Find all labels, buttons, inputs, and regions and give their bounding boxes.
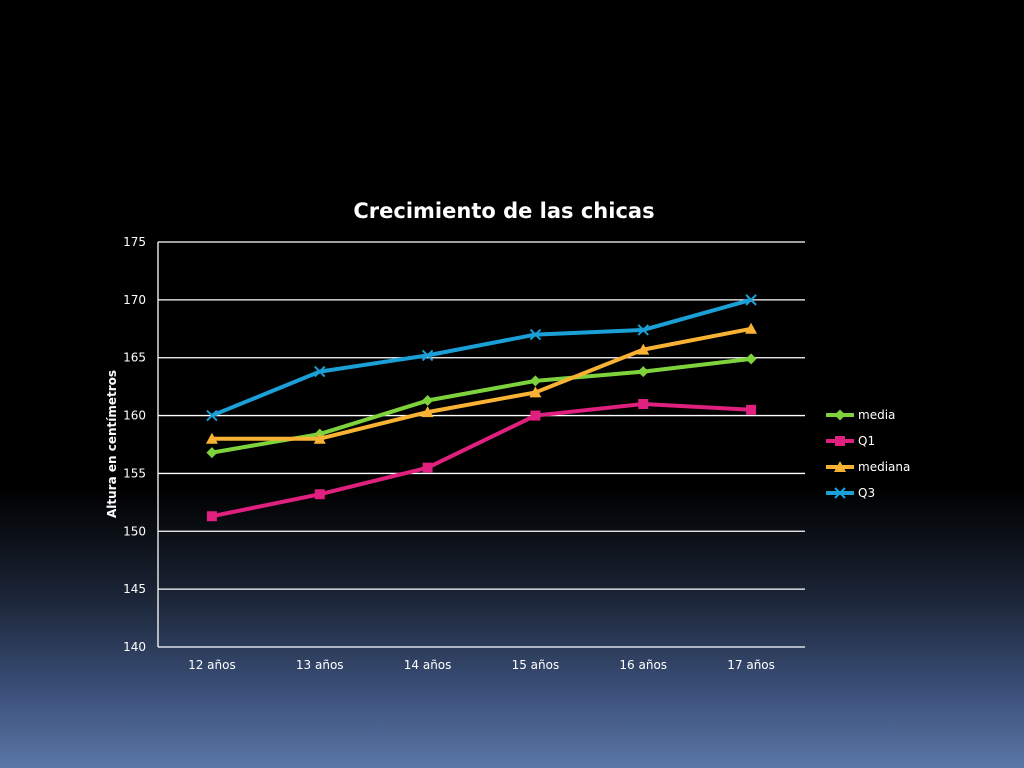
- legend-entry: Q3: [826, 486, 875, 500]
- data-point: [206, 447, 218, 459]
- data-point: [421, 406, 434, 418]
- y-tick-label: 160: [123, 409, 146, 423]
- legend-entry: media: [826, 408, 895, 422]
- legend-marker: [834, 487, 846, 499]
- legend-label: media: [858, 408, 895, 422]
- series-mediana: [205, 322, 758, 444]
- legend-label: Q3: [858, 486, 875, 500]
- series-line: [211, 297, 752, 418]
- x-tick-label: 13 años: [296, 658, 344, 672]
- y-tick-label: 150: [123, 524, 146, 538]
- data-point: [746, 404, 757, 415]
- x-tick-label: 16 años: [619, 658, 667, 672]
- data-point: [745, 322, 758, 334]
- data-point: [637, 324, 649, 336]
- data-point: [530, 410, 541, 421]
- data-point: [529, 375, 541, 387]
- y-tick-label: 145: [123, 582, 146, 596]
- data-point: [745, 294, 757, 306]
- data-point: [529, 386, 542, 398]
- legend-marker: [834, 461, 846, 472]
- x-tick-labels: 12 años 13 años 14 años 15 años 16 años 17 añ…: [188, 658, 775, 672]
- y-axis-title: Altura en centímetros: [105, 370, 119, 518]
- x-tick-label: 15 años: [512, 658, 560, 672]
- chart-title: Crecimiento de las chicas: [353, 199, 654, 223]
- legend-label: mediana: [858, 460, 910, 474]
- legend-marker: [834, 409, 846, 421]
- y-tick-labels: 140 145 150 155 160 165 170 175: [123, 235, 146, 654]
- legend: media Q1 mediana Q3: [826, 408, 910, 500]
- data-point: [638, 399, 649, 409]
- legend-entry: Q1: [826, 434, 875, 448]
- data-point: [314, 489, 325, 500]
- data-point: [313, 432, 326, 444]
- series-line: [211, 402, 752, 519]
- series-q3: [206, 294, 757, 422]
- y-tick-label: 155: [123, 466, 146, 480]
- data-point: [529, 328, 542, 341]
- series-lines: [205, 294, 758, 522]
- data-point: [637, 366, 649, 378]
- y-tick-label: 165: [123, 351, 146, 365]
- legend-marker: [835, 436, 845, 446]
- series-line: [211, 326, 752, 441]
- x-tick-label: 14 años: [404, 658, 452, 672]
- data-point: [421, 349, 434, 362]
- legend-entry: mediana: [826, 460, 910, 474]
- data-point: [422, 462, 433, 473]
- data-point: [745, 353, 757, 365]
- gridlines: [157, 241, 805, 648]
- x-tick-label: 12 años: [188, 658, 236, 672]
- data-point: [206, 511, 217, 522]
- data-point: [422, 395, 434, 407]
- data-point: [205, 432, 218, 444]
- y-tick-label: 170: [123, 293, 146, 307]
- series-q1: [206, 399, 757, 522]
- x-tick-label: 17 años: [727, 658, 775, 672]
- data-point: [314, 365, 326, 378]
- y-tick-label: 140: [123, 640, 146, 654]
- data-point: [637, 343, 650, 355]
- data-point: [206, 409, 218, 422]
- legend-label: Q1: [858, 434, 875, 448]
- y-tick-label: 175: [123, 235, 146, 249]
